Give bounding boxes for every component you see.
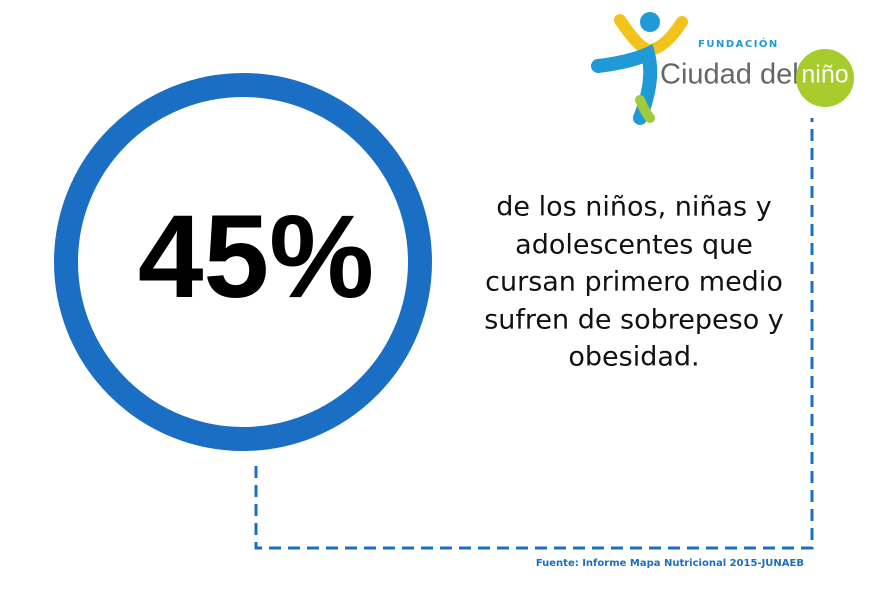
- description-line: obesidad.: [568, 342, 699, 373]
- logo-leg: [635, 95, 655, 123]
- logo: FUNDACIÓN Ciudad del niño: [591, 12, 854, 125]
- description-line: de los niños, niñas y: [496, 192, 771, 223]
- description-line: sufren de sobrepeso y: [484, 305, 784, 336]
- logo-head: [640, 12, 660, 32]
- logo-name: Ciudad del: [660, 59, 799, 91]
- stat-value: 45%: [138, 191, 374, 323]
- logo-top: FUNDACIÓN: [698, 37, 779, 50]
- logo-badge: [796, 49, 854, 107]
- logo-body: [591, 44, 658, 125]
- logo-highlight: niño: [801, 61, 848, 89]
- source: Fuente: Informe Mapa Nutricional 2015-JU…: [536, 558, 804, 569]
- description-line: cursan primero medio: [485, 267, 783, 298]
- stat-ring: [54, 73, 432, 451]
- description: de los niños, niñas y adolescentes que c…: [484, 192, 784, 373]
- description-line: adolescentes que: [515, 230, 753, 261]
- dashed-connector: [254, 118, 814, 550]
